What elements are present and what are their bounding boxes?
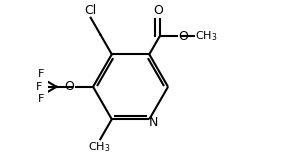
- Text: N: N: [149, 116, 158, 129]
- Text: O: O: [178, 30, 188, 43]
- Text: CH$_3$: CH$_3$: [88, 140, 111, 154]
- Text: F: F: [37, 69, 44, 79]
- Text: F: F: [37, 94, 44, 104]
- Text: F: F: [36, 82, 42, 92]
- Text: O: O: [153, 4, 163, 17]
- Text: CH$_3$: CH$_3$: [196, 29, 218, 43]
- Text: O: O: [64, 80, 74, 93]
- Text: Cl: Cl: [84, 4, 97, 17]
